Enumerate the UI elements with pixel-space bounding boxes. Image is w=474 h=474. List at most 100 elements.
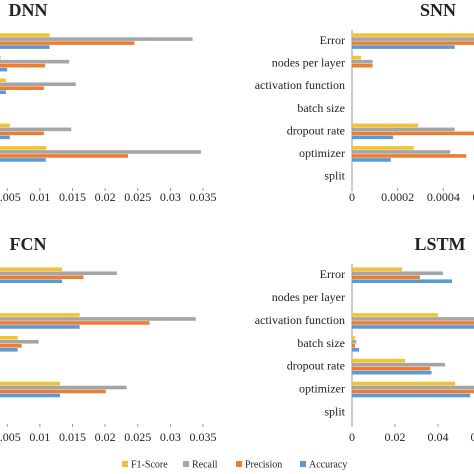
chart-title: FCN	[10, 234, 47, 254]
legend-swatch	[300, 461, 306, 467]
chart-title: SNN	[420, 0, 456, 20]
bar	[0, 389, 106, 394]
x-tick-label: 0.005	[0, 430, 21, 444]
bar	[0, 313, 80, 317]
bar	[0, 150, 202, 154]
category-label: Error	[320, 267, 345, 281]
bar	[352, 313, 438, 317]
bar	[352, 154, 467, 158]
x-tick-label: 0.01	[29, 190, 50, 204]
bar	[352, 271, 443, 276]
bar	[352, 358, 406, 363]
x-tick-label: 0.01	[29, 430, 50, 444]
bar	[352, 275, 420, 280]
bar	[0, 41, 135, 45]
x-tick-label: 0.015	[59, 190, 86, 204]
bar	[0, 135, 10, 140]
bar	[352, 366, 431, 371]
bar	[0, 381, 61, 386]
bar	[352, 385, 474, 390]
x-tick-label: 0	[349, 430, 355, 444]
category-label: dropout rate	[287, 123, 345, 137]
x-tick-label: 0.02	[385, 430, 406, 444]
bar	[352, 340, 357, 344]
bar	[352, 45, 455, 49]
bar	[0, 123, 10, 128]
x-tick-label: 0.025	[124, 430, 151, 444]
bar	[352, 150, 451, 154]
bar	[0, 325, 80, 329]
bar	[352, 135, 394, 140]
category-label: optimizer	[299, 146, 345, 160]
legend-swatch	[122, 461, 128, 467]
bar	[352, 321, 474, 325]
bar	[0, 86, 44, 91]
bar	[352, 158, 391, 162]
category-label: split	[324, 404, 345, 418]
category-label: dropout rate	[287, 359, 345, 373]
bar	[0, 37, 193, 41]
legend-label: Accuracy	[309, 459, 347, 470]
chart-title: DNN	[9, 0, 48, 20]
bar	[0, 385, 127, 390]
bar	[352, 325, 474, 329]
x-tick-label: 0.035	[190, 190, 217, 204]
bar	[352, 381, 456, 386]
bar	[352, 370, 432, 375]
category-label: Error	[320, 33, 345, 47]
chart-title: LSTM	[414, 234, 465, 254]
x-tick-label: 0.0006	[473, 190, 474, 204]
bar	[0, 275, 84, 280]
bar	[0, 127, 72, 132]
bar	[352, 123, 419, 128]
bar	[0, 131, 44, 136]
x-tick-label: 0.06	[471, 430, 474, 444]
category-label: nodes per layer	[272, 56, 345, 70]
bar	[352, 41, 474, 45]
bar	[352, 344, 356, 348]
x-tick-label: 0	[349, 190, 355, 204]
bar	[0, 146, 47, 150]
bar	[352, 267, 403, 272]
category-label: activation function	[255, 78, 345, 92]
bar	[352, 393, 471, 398]
legend-label: Recall	[192, 459, 218, 470]
legend-label: F1-Score	[131, 459, 168, 470]
bar	[0, 78, 6, 83]
bar	[0, 55, 1, 60]
bar	[0, 63, 46, 68]
bar	[352, 389, 474, 394]
bar	[352, 348, 360, 352]
legend-swatch	[236, 461, 242, 467]
category-label: activation function	[255, 313, 345, 327]
bar	[0, 45, 50, 49]
bar	[352, 127, 455, 132]
x-tick-label: 0.02	[95, 190, 116, 204]
bar	[0, 317, 196, 321]
bar	[352, 55, 362, 60]
bar	[0, 158, 46, 162]
x-tick-label: 0.0004	[427, 190, 460, 204]
bar	[352, 146, 414, 150]
bar	[352, 279, 452, 284]
bar	[352, 336, 356, 340]
bar	[352, 59, 373, 64]
bar	[0, 271, 117, 276]
legend-swatch	[183, 461, 189, 467]
bar	[0, 33, 50, 37]
bar	[0, 67, 8, 72]
category-label: split	[324, 168, 345, 182]
x-tick-label: 0.04	[428, 430, 449, 444]
bar	[0, 393, 61, 398]
bar	[352, 33, 474, 37]
x-tick-label: 0.035	[190, 430, 217, 444]
bar	[352, 63, 373, 68]
bar	[352, 37, 474, 41]
bar	[0, 90, 6, 95]
category-label: batch size	[297, 101, 345, 115]
bar	[352, 317, 474, 321]
category-label: batch size	[297, 336, 345, 350]
bar	[0, 267, 63, 272]
x-tick-label: 0.005	[0, 190, 21, 204]
